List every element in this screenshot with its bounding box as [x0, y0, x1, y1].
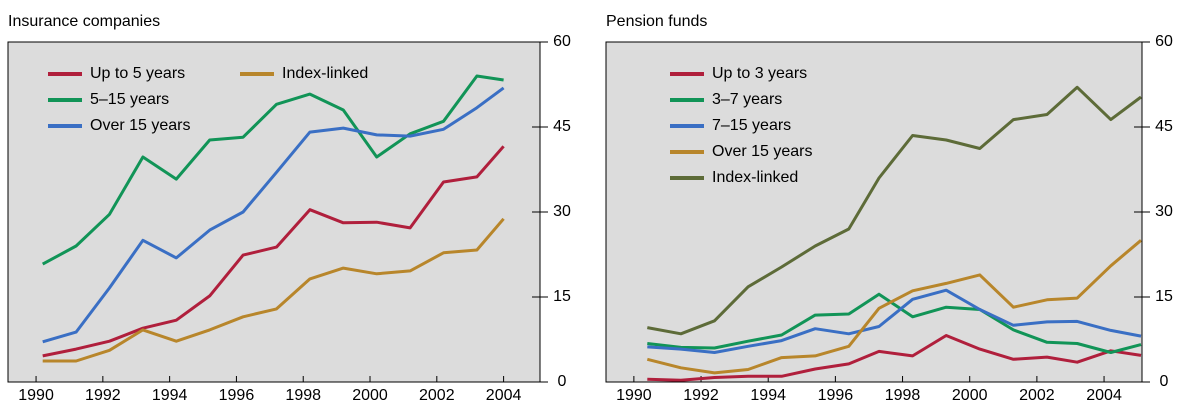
- x-tick-label: 1994: [750, 387, 786, 404]
- y-tick-label: 45: [1155, 118, 1173, 135]
- x-tick-label: 2000: [352, 387, 388, 404]
- x-tick-label: 2000: [952, 387, 988, 404]
- x-tick-label: 1998: [885, 387, 921, 404]
- x-tick-label: 1994: [152, 387, 188, 404]
- plot-frame: [7, 41, 541, 383]
- x-tick-label: 1990: [616, 387, 652, 404]
- legend-label: Index-linked: [712, 169, 798, 186]
- legend-label: Over 15 years: [712, 143, 812, 160]
- legend-label: Up to 3 years: [712, 65, 807, 82]
- y-tick-label: 0: [558, 373, 567, 390]
- series-line: [42, 86, 505, 344]
- legend-label: 3–7 years: [712, 91, 782, 108]
- y-tick-label: 45: [553, 118, 571, 135]
- legend-label: 5–15 years: [90, 91, 169, 108]
- x-tick-label: 1990: [18, 387, 54, 404]
- y-tick-label: 15: [1155, 288, 1173, 305]
- series-line: [42, 217, 505, 363]
- series-line: [41, 74, 504, 266]
- series-line: [42, 145, 505, 358]
- plot-area: [8, 42, 540, 382]
- plot-frame: [605, 41, 1143, 383]
- y-tick-label: 60: [1155, 33, 1173, 50]
- y-tick-label: 15: [553, 288, 571, 305]
- x-tick-label: 2002: [419, 387, 455, 404]
- legend-label: Over 15 years: [90, 117, 190, 134]
- x-tick-label: 1996: [219, 387, 255, 404]
- y-tick-label: 0: [1160, 373, 1169, 390]
- y-tick-label: 30: [553, 203, 571, 220]
- series-line: [647, 292, 1142, 354]
- x-tick-label: 1996: [818, 387, 854, 404]
- y-tick-label: 30: [1155, 203, 1173, 220]
- x-tick-label: 1992: [683, 387, 719, 404]
- series-line: [647, 85, 1142, 336]
- chart-title: Insurance companies: [8, 13, 160, 30]
- y-tick-label: 60: [553, 33, 571, 50]
- series-line: [647, 288, 1142, 354]
- legend-label: 7–15 years: [712, 117, 791, 134]
- legend-label: Up to 5 years: [90, 65, 185, 82]
- x-tick-label: 2004: [486, 387, 522, 404]
- x-tick-label: 2004: [1086, 387, 1122, 404]
- x-tick-label: 2002: [1019, 387, 1055, 404]
- legend-label: Index-linked: [282, 65, 368, 82]
- chart-title: Pension funds: [606, 13, 707, 30]
- series-line: [646, 239, 1142, 375]
- x-tick-label: 1992: [85, 387, 121, 404]
- series-line: [647, 334, 1142, 382]
- x-tick-label: 1998: [285, 387, 321, 404]
